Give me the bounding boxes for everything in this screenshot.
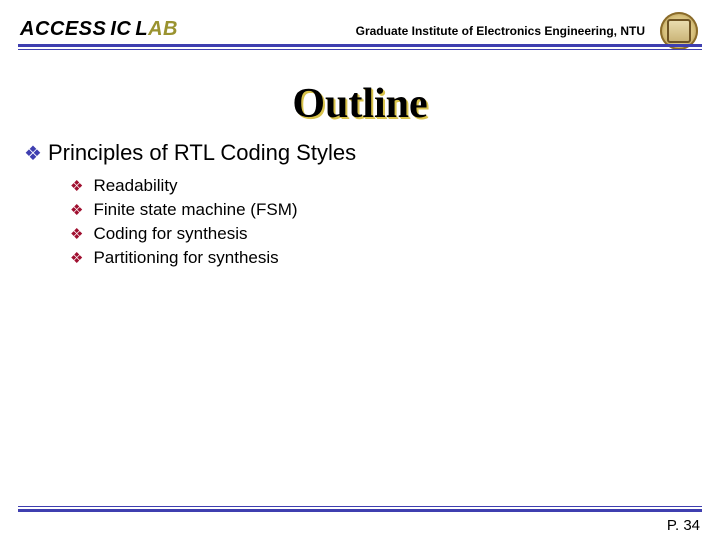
- l1-text: Principles of RTL Coding Styles: [48, 140, 356, 166]
- diamond-bullet-icon: ❖: [70, 251, 83, 266]
- slide-header: ACCESSICLAB Graduate Institute of Electr…: [0, 10, 720, 58]
- l2-text: Partitioning for synthesis: [93, 248, 278, 268]
- diamond-bullet-icon: ❖: [70, 203, 83, 218]
- lab-name: ACCESSICLAB: [20, 18, 178, 41]
- diamond-bullet-icon: ❖: [70, 179, 83, 194]
- list-item-l2: ❖ Readability: [70, 176, 696, 196]
- list-l2-group: ❖ Readability ❖ Finite state machine (FS…: [70, 176, 696, 268]
- l2-text: Finite state machine (FSM): [93, 200, 297, 220]
- footer-rule-thick: [18, 509, 702, 512]
- footer-rule: [18, 506, 702, 512]
- l2-text: Readability: [93, 176, 177, 196]
- lab-ic-text: IC: [110, 18, 131, 40]
- lab-access-text: ACCESS: [20, 18, 106, 40]
- list-item-l2: ❖ Partitioning for synthesis: [70, 248, 696, 268]
- list-item-l1: ❖ Principles of RTL Coding Styles: [24, 140, 696, 166]
- list-item-l2: ❖ Finite state machine (FSM): [70, 200, 696, 220]
- slide-content: ❖ Principles of RTL Coding Styles ❖ Read…: [24, 140, 696, 272]
- list-item-l2: ❖ Coding for synthesis: [70, 224, 696, 244]
- page-number: P. 34: [667, 517, 700, 534]
- slide: ACCESSICLAB Graduate Institute of Electr…: [0, 0, 720, 540]
- slide-title: Outline: [0, 80, 720, 128]
- ntu-seal-inner-icon: [667, 19, 691, 43]
- header-rule-thin: [18, 49, 702, 50]
- l2-text: Coding for synthesis: [93, 224, 247, 244]
- lab-l-text: L: [135, 18, 148, 40]
- header-rule-thick: [18, 44, 702, 47]
- institute-name: Graduate Institute of Electronics Engine…: [356, 24, 645, 38]
- diamond-bullet-icon: ❖: [70, 227, 83, 242]
- header-rule: [18, 44, 702, 50]
- footer-rule-thin: [18, 506, 702, 507]
- lab-ab-text: AB: [148, 18, 178, 40]
- diamond-bullet-icon: ❖: [24, 144, 42, 164]
